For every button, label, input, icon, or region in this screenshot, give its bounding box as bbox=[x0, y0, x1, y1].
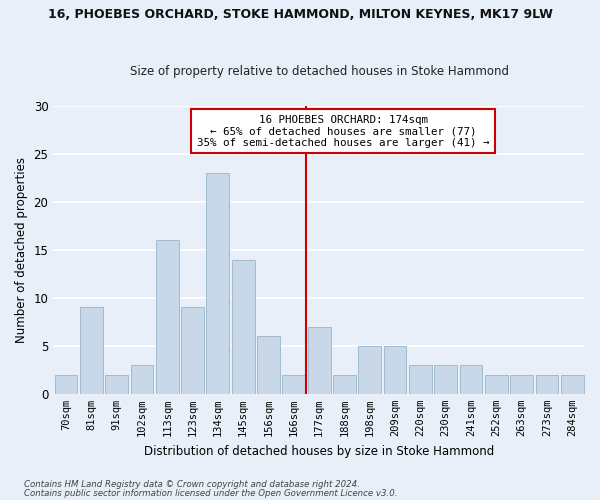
Bar bbox=[561, 374, 584, 394]
Bar bbox=[333, 374, 356, 394]
Bar bbox=[536, 374, 559, 394]
Bar bbox=[80, 308, 103, 394]
Bar bbox=[434, 365, 457, 394]
Bar bbox=[232, 260, 254, 394]
X-axis label: Distribution of detached houses by size in Stoke Hammond: Distribution of detached houses by size … bbox=[144, 444, 494, 458]
Bar bbox=[156, 240, 179, 394]
Bar bbox=[131, 365, 154, 394]
Text: Contains HM Land Registry data © Crown copyright and database right 2024.: Contains HM Land Registry data © Crown c… bbox=[24, 480, 360, 489]
Bar bbox=[358, 346, 381, 394]
Bar bbox=[485, 374, 508, 394]
Y-axis label: Number of detached properties: Number of detached properties bbox=[15, 157, 28, 343]
Bar bbox=[55, 374, 77, 394]
Bar bbox=[105, 374, 128, 394]
Bar bbox=[181, 308, 204, 394]
Bar bbox=[409, 365, 432, 394]
Bar bbox=[283, 374, 305, 394]
Bar bbox=[384, 346, 406, 394]
Bar bbox=[460, 365, 482, 394]
Title: Size of property relative to detached houses in Stoke Hammond: Size of property relative to detached ho… bbox=[130, 66, 509, 78]
Bar bbox=[206, 173, 229, 394]
Text: 16, PHOEBES ORCHARD, STOKE HAMMOND, MILTON KEYNES, MK17 9LW: 16, PHOEBES ORCHARD, STOKE HAMMOND, MILT… bbox=[47, 8, 553, 20]
Bar bbox=[257, 336, 280, 394]
Bar bbox=[511, 374, 533, 394]
Bar bbox=[308, 326, 331, 394]
Text: 16 PHOEBES ORCHARD: 174sqm
← 65% of detached houses are smaller (77)
35% of semi: 16 PHOEBES ORCHARD: 174sqm ← 65% of deta… bbox=[197, 114, 490, 148]
Text: Contains public sector information licensed under the Open Government Licence v3: Contains public sector information licen… bbox=[24, 489, 398, 498]
